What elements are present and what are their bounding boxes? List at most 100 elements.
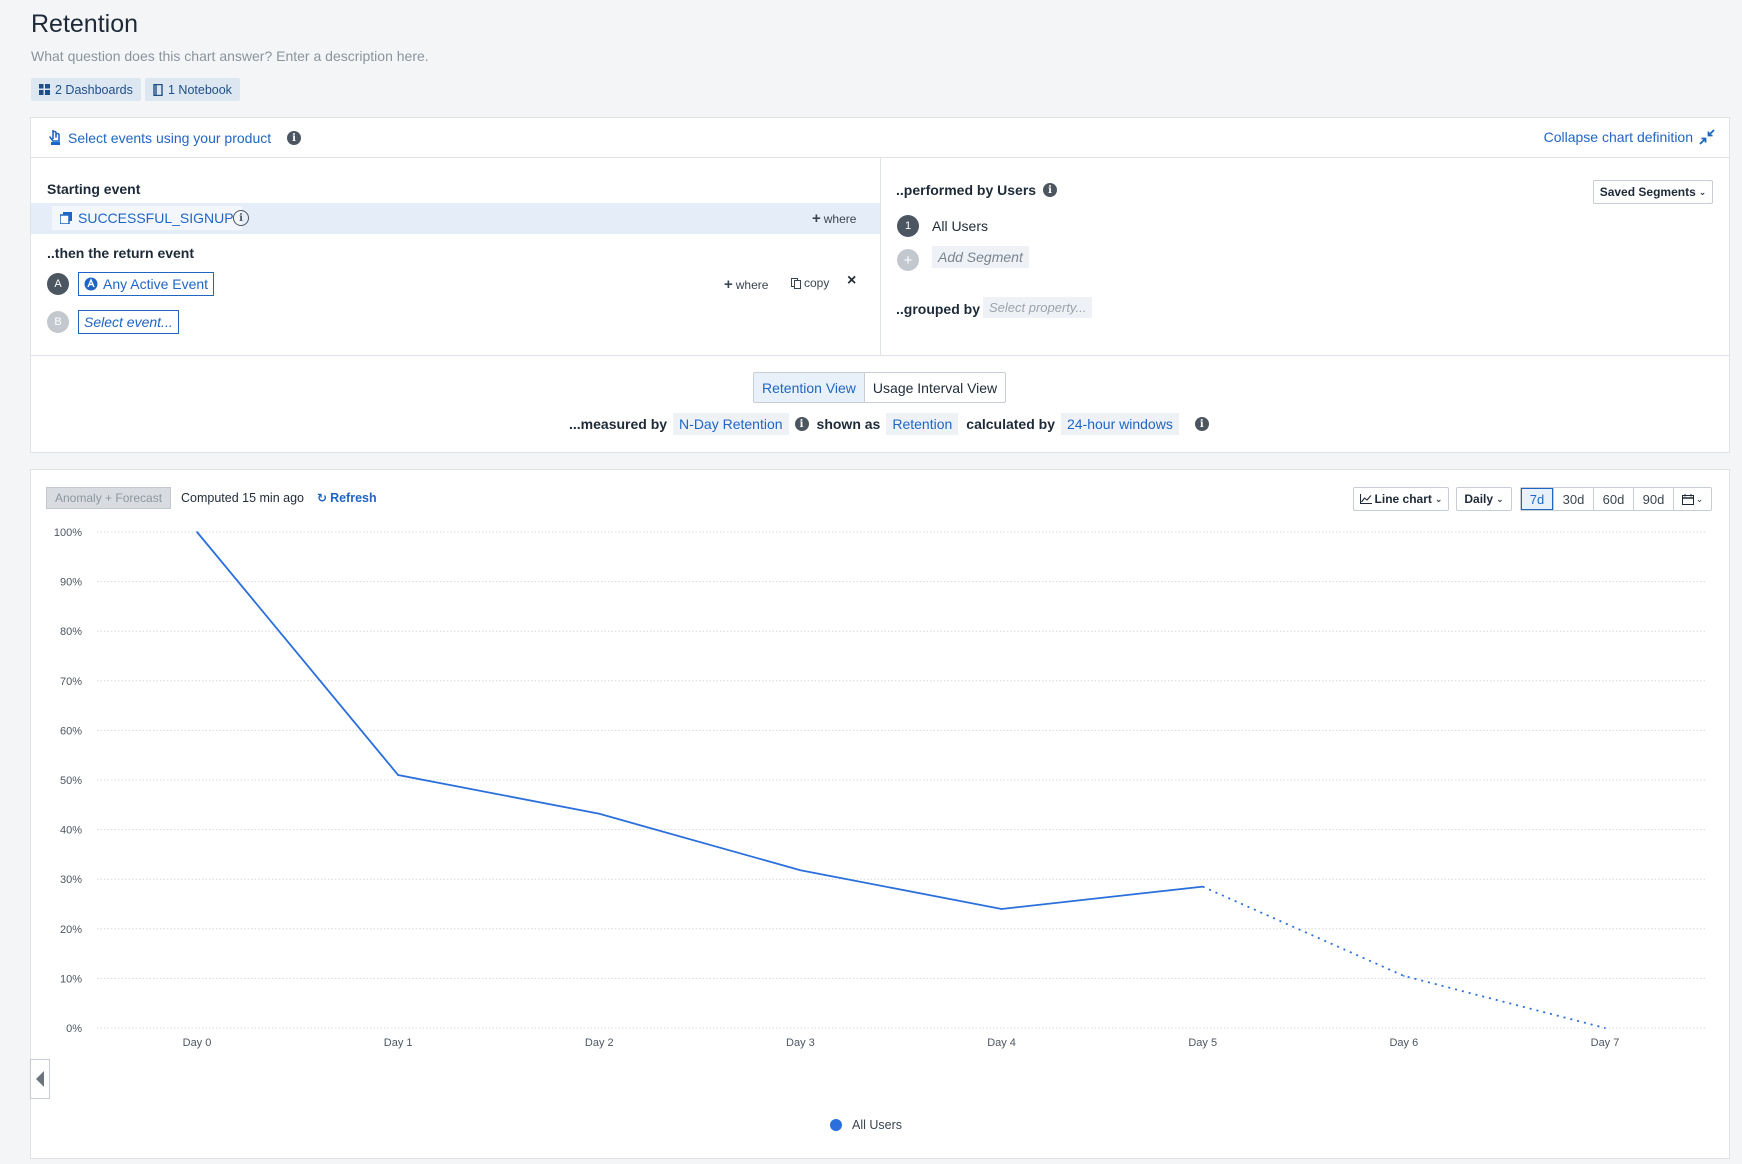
return-event-a-name: Any Active Event <box>103 276 209 292</box>
interval-dropdown[interactable]: Daily ⌄ <box>1456 487 1512 511</box>
view-toggle: Retention View Usage Interval View <box>753 372 1007 403</box>
x-tick-label: Day 6 <box>1389 1037 1418 1049</box>
starting-event-name: SUCCESSFUL_SIGNUP <box>78 210 234 226</box>
chevron-down-icon: ⌄ <box>1434 493 1443 504</box>
caret-left-icon <box>36 1071 44 1087</box>
sidebar-toggle[interactable] <box>30 1059 50 1099</box>
starting-event-heading: Starting event <box>47 181 141 197</box>
starting-where-button[interactable]: + where <box>812 210 856 227</box>
range-30d[interactable]: 30d <box>1553 488 1593 510</box>
copy-button[interactable]: copy <box>791 276 829 290</box>
y-tick-label: 90% <box>60 577 82 589</box>
usage-interval-view-tab[interactable]: Usage Interval View <box>872 379 998 396</box>
x-tick-label: Day 4 <box>987 1037 1016 1049</box>
chart-legend: All Users <box>830 1118 902 1132</box>
dashboard-icon <box>39 84 50 95</box>
x-tick-label: Day 1 <box>384 1037 413 1049</box>
chart-definition-panel: Select events using your product i Colla… <box>30 117 1730 453</box>
section-divider <box>31 355 1729 356</box>
add-segment-icon[interactable]: + <box>897 249 919 271</box>
grouped-by-property-select[interactable]: Select property... <box>983 297 1093 318</box>
collapse-icon <box>1699 129 1715 145</box>
retention-view-tab[interactable]: Retention View <box>754 373 865 402</box>
chevron-down-icon: ⌄ <box>1698 186 1707 197</box>
series-line-incomplete <box>1202 885 1606 1029</box>
info-icon[interactable]: i <box>1043 183 1058 197</box>
refresh-button[interactable]: ↻ Refresh <box>317 491 377 505</box>
notebook-label: 1 Notebook <box>168 82 232 97</box>
y-tick-label: 70% <box>60 676 82 688</box>
remove-event-icon[interactable]: × <box>847 272 857 289</box>
chart-type-label: Line chart <box>1374 492 1432 506</box>
info-icon[interactable]: i <box>287 131 301 145</box>
chart-panel: Anomaly + Forecast Computed 15 min ago ↻… <box>30 469 1730 1159</box>
data-point <box>1403 975 1405 977</box>
page-title[interactable]: Retention <box>31 10 139 38</box>
refresh-label: Refresh <box>330 491 377 505</box>
y-tick-label: 10% <box>60 973 82 985</box>
notebook-chip[interactable]: 1 Notebook <box>145 78 240 101</box>
return-event-b-placeholder: Select event... <box>84 314 173 330</box>
measured-by-select[interactable]: N-Day Retention <box>673 413 789 435</box>
return-event-heading: ..then the return event <box>47 245 195 261</box>
y-tick-label: 100% <box>54 527 82 539</box>
date-picker-button[interactable]: ⌄ <box>1673 488 1711 510</box>
legend-label[interactable]: All Users <box>852 1118 903 1132</box>
y-tick-label: 60% <box>60 725 82 737</box>
calculated-by-label: calculated by <box>966 416 1055 432</box>
info-icon[interactable]: i <box>1194 417 1209 431</box>
measured-by-row: ...measured by N-Day Retention i shown a… <box>569 413 1209 435</box>
x-tick-label: Day 5 <box>1188 1037 1217 1049</box>
y-tick-label: 40% <box>60 825 82 837</box>
event-letter-a: A <box>47 273 69 295</box>
where-label: where <box>735 277 769 292</box>
plus-icon: + <box>812 210 821 227</box>
refresh-icon: ↻ <box>317 491 328 505</box>
x-tick-label: Day 2 <box>585 1037 614 1049</box>
return-event-b-selector[interactable]: Select event... <box>78 310 179 334</box>
calculated-by-select[interactable]: 24-hour windows <box>1060 413 1179 435</box>
collapse-label: Collapse chart definition <box>1543 129 1693 145</box>
chevron-down-icon: ⌄ <box>1695 493 1704 504</box>
where-label: where <box>823 211 857 226</box>
select-events-link[interactable]: Select events using your product <box>48 129 271 146</box>
calendar-icon <box>1681 493 1694 505</box>
computed-label: Computed 15 min ago <box>181 491 304 505</box>
retention-line-chart: 0% 10% 20% 30% 40% 50% 60% 70% 80% 90% 100% Day 0 Da… <box>54 527 1706 1049</box>
x-tick-label: Day 3 <box>786 1037 815 1049</box>
range-selector: 7d 30d 60d 90d ⌄ <box>1520 487 1712 511</box>
description-field[interactable]: What question does this chart answer? En… <box>31 48 429 64</box>
event-info-icon[interactable]: i <box>233 210 249 226</box>
data-point <box>598 812 601 815</box>
range-7d[interactable]: 7d <box>1521 488 1553 510</box>
legend-swatch <box>830 1119 842 1131</box>
dashboards-chip[interactable]: 2 Dashboards <box>31 78 141 101</box>
starting-event-tag[interactable]: SUCCESSFUL_SIGNUP <box>52 206 242 230</box>
starting-event-row: SUCCESSFUL_SIGNUP i + where <box>31 203 881 234</box>
range-60d[interactable]: 60d <box>1593 488 1633 510</box>
info-icon[interactable]: i <box>794 417 809 431</box>
data-point <box>799 869 802 872</box>
y-tick-label: 80% <box>60 626 82 638</box>
data-point <box>1000 908 1003 910</box>
column-divider <box>880 158 881 355</box>
anomaly-forecast-button[interactable]: Anomaly + Forecast <box>46 487 172 509</box>
data-point <box>1201 885 1204 888</box>
saved-segments-dropdown[interactable]: Saved Segments ⌄ <box>1593 180 1713 204</box>
range-90d[interactable]: 90d <box>1633 488 1673 510</box>
segment-name[interactable]: All Users <box>932 218 989 234</box>
y-tick-label: 0% <box>66 1023 82 1035</box>
y-tick-label: 30% <box>60 874 82 886</box>
chart-type-dropdown[interactable]: Line chart ⌄ <box>1353 487 1449 511</box>
return-where-button[interactable]: + where <box>724 276 768 293</box>
dashboards-label: 2 Dashboards <box>55 82 133 97</box>
event-letter-b: B <box>47 311 69 333</box>
plus-icon: + <box>724 276 733 293</box>
collapse-chart-definition-button[interactable]: Collapse chart definition <box>1544 129 1715 145</box>
data-point <box>196 531 198 533</box>
add-segment-button[interactable]: Add Segment <box>932 246 1029 268</box>
shown-as-select[interactable]: Retention <box>886 413 959 435</box>
line-chart-icon <box>1359 494 1372 504</box>
grouped-by-label: ..grouped by <box>896 301 980 317</box>
return-event-a-selector[interactable]: Any Active Event <box>78 272 215 296</box>
